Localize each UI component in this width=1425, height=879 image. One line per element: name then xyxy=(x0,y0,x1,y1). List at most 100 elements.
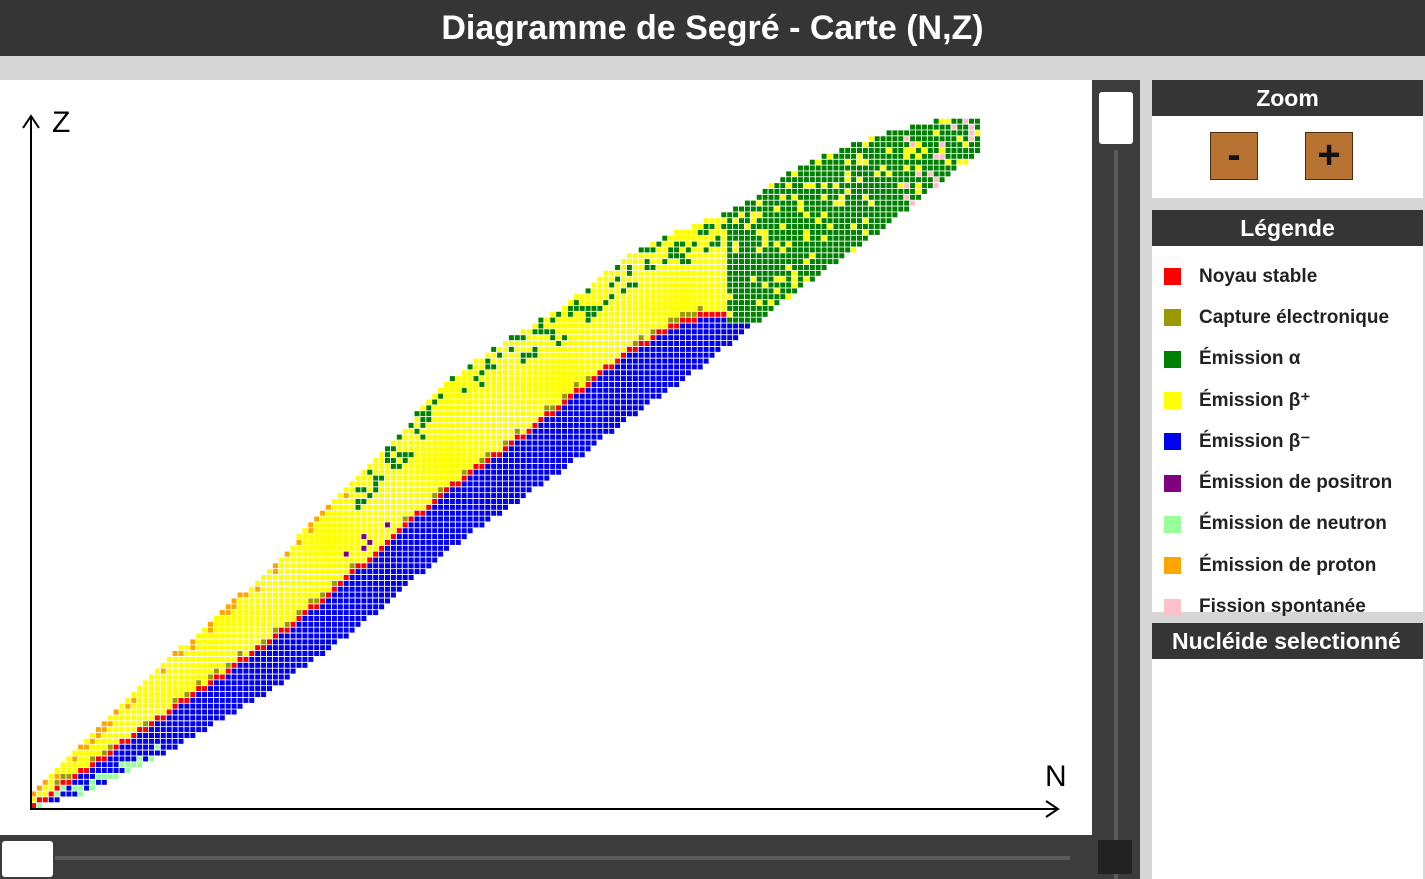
nuclide-cell[interactable] xyxy=(839,229,845,235)
nuclide-cell[interactable] xyxy=(414,493,420,499)
nuclide-cell[interactable] xyxy=(408,487,414,493)
nuclide-cell[interactable] xyxy=(969,142,975,148)
nuclide-cell[interactable] xyxy=(904,177,910,183)
nuclide-cell[interactable] xyxy=(467,510,473,516)
nuclide-cell[interactable] xyxy=(786,294,792,300)
nuclide-cell[interactable] xyxy=(674,305,680,311)
nuclide-cell[interactable] xyxy=(680,265,685,270)
nuclide-cell[interactable] xyxy=(449,411,455,417)
nuclide-cell[interactable] xyxy=(638,253,644,259)
nuclide-cell[interactable] xyxy=(331,575,337,580)
nuclide-cell[interactable] xyxy=(827,200,833,206)
nuclide-cell[interactable] xyxy=(744,270,750,276)
nuclide-cell[interactable] xyxy=(514,352,520,358)
nuclide-cell[interactable] xyxy=(249,697,255,703)
nuclide-cell[interactable] xyxy=(343,493,349,499)
nuclide-cell[interactable] xyxy=(390,586,396,592)
nuclide-cell[interactable] xyxy=(479,364,485,370)
nuclide-cell[interactable] xyxy=(821,253,827,259)
nuclide-cell[interactable] xyxy=(373,475,379,481)
nuclide-cell[interactable] xyxy=(916,177,921,183)
nuclide-cell[interactable] xyxy=(750,200,756,206)
nuclide-cell[interactable] xyxy=(798,188,803,194)
nuclide-cell[interactable] xyxy=(343,592,349,598)
nuclide-cell[interactable] xyxy=(874,200,880,206)
nuclide-cell[interactable] xyxy=(514,387,520,393)
nuclide-cell[interactable] xyxy=(408,499,414,504)
nuclide-cell[interactable] xyxy=(526,329,532,335)
nuclide-cell[interactable] xyxy=(680,370,685,376)
nuclide-cell[interactable] xyxy=(514,376,520,382)
nuclide-cell[interactable] xyxy=(862,194,868,200)
nuclide-cell[interactable] xyxy=(916,188,921,194)
nuclide-cell[interactable] xyxy=(296,598,302,604)
nuclide-cell[interactable] xyxy=(709,311,715,317)
nuclide-cell[interactable] xyxy=(154,692,160,697)
nuclide-cell[interactable] xyxy=(526,469,532,475)
nuclide-cell[interactable] xyxy=(101,762,107,768)
nuclide-cell[interactable] xyxy=(644,300,650,306)
nuclide-cell[interactable] xyxy=(444,458,449,463)
nuclide-cell[interactable] xyxy=(744,247,750,253)
nuclide-cell[interactable] xyxy=(514,405,520,411)
nuclide-cell[interactable] xyxy=(461,522,467,528)
nuclide-cell[interactable] xyxy=(343,604,349,610)
nuclide-cell[interactable] xyxy=(538,346,544,352)
nuclide-cell[interactable] xyxy=(621,352,626,358)
nuclide-cell[interactable] xyxy=(208,686,213,692)
nuclide-cell[interactable] xyxy=(308,610,314,616)
nuclide-cell[interactable] xyxy=(668,265,674,270)
nuclide-cell[interactable] xyxy=(762,241,768,247)
nuclide-cell[interactable] xyxy=(231,662,237,668)
nuclide-cell[interactable] xyxy=(585,346,591,352)
nuclide-cell[interactable] xyxy=(609,382,615,387)
nuclide-cell[interactable] xyxy=(715,317,721,323)
nuclide-cell[interactable] xyxy=(166,686,172,692)
nuclide-cell[interactable] xyxy=(803,235,809,241)
nuclide-cell[interactable] xyxy=(756,270,762,276)
nuclide-cell[interactable] xyxy=(567,458,573,463)
nuclide-cell[interactable] xyxy=(308,651,314,656)
nuclide-cell[interactable] xyxy=(467,475,473,481)
nuclide-cell[interactable] xyxy=(916,130,921,136)
nuclide-cell[interactable] xyxy=(296,551,302,557)
nuclide-cell[interactable] xyxy=(792,276,798,282)
nuclide-cell[interactable] xyxy=(449,446,455,452)
nuclide-cell[interactable] xyxy=(567,300,573,306)
nuclide-cell[interactable] xyxy=(326,580,331,586)
nuclide-cell[interactable] xyxy=(202,703,208,709)
nuclide-cell[interactable] xyxy=(349,575,355,580)
nuclide-cell[interactable] xyxy=(615,323,621,329)
nuclide-cell[interactable] xyxy=(656,253,662,259)
nuclide-cell[interactable] xyxy=(326,557,331,563)
nuclide-cell[interactable] xyxy=(733,235,739,241)
nuclide-cell[interactable] xyxy=(467,411,473,417)
nuclide-cell[interactable] xyxy=(479,522,485,528)
nuclide-cell[interactable] xyxy=(284,651,290,656)
nuclide-cell[interactable] xyxy=(455,382,461,387)
nuclide-cell[interactable] xyxy=(638,288,644,294)
nuclide-cell[interactable] xyxy=(42,779,48,785)
nuclide-cell[interactable] xyxy=(969,130,975,136)
nuclide-cell[interactable] xyxy=(202,715,208,721)
nuclide-cell[interactable] xyxy=(461,487,467,493)
nuclide-cell[interactable] xyxy=(544,463,550,469)
nuclide-cell[interactable] xyxy=(585,300,591,306)
nuclide-cell[interactable] xyxy=(680,235,685,241)
nuclide-cell[interactable] xyxy=(644,399,650,405)
nuclide-cell[interactable] xyxy=(202,686,208,692)
nuclide-cell[interactable] xyxy=(308,592,314,598)
nuclide-cell[interactable] xyxy=(272,680,278,686)
nuclide-cell[interactable] xyxy=(691,346,697,352)
nuclide-cell[interactable] xyxy=(680,253,685,259)
nuclide-cell[interactable] xyxy=(278,621,284,627)
nuclide-cell[interactable] xyxy=(267,668,272,674)
nuclide-cell[interactable] xyxy=(331,569,337,575)
nuclide-cell[interactable] xyxy=(355,487,361,493)
nuclide-cell[interactable] xyxy=(615,370,621,376)
nuclide-cell[interactable] xyxy=(562,370,567,376)
nuclide-cell[interactable] xyxy=(579,428,585,434)
nuclide-cell[interactable] xyxy=(449,504,455,510)
nuclide-cell[interactable] xyxy=(302,604,308,610)
nuclide-cell[interactable] xyxy=(597,422,603,428)
